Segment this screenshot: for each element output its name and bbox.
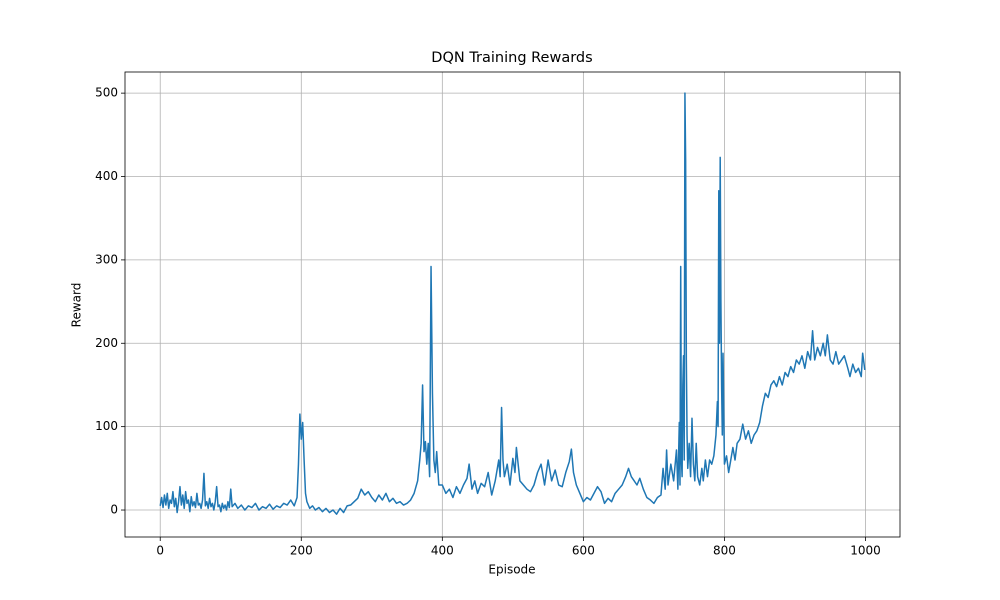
y-tick-label: 400 [95,169,118,183]
x-tick-label: 200 [290,544,313,558]
y-tick-label: 0 [110,503,118,517]
x-tick-label: 400 [431,544,454,558]
x-tick-label: 600 [572,544,595,558]
line [159,92,866,515]
y-tick-label: 300 [95,252,118,266]
x-axis-label: Episode [488,563,535,577]
y-axis-label: Reward [70,283,84,328]
y-tick-label: 200 [95,336,118,350]
plot-frame [124,71,901,538]
x-tick-label: 800 [713,544,736,558]
chart-title: DQN Training Rewards [431,50,592,66]
x-tick-label: 0 [156,544,164,558]
y-tick-label: 100 [95,419,118,433]
y-tick-label: 500 [95,86,118,100]
x-tick-label: 1000 [850,544,881,558]
